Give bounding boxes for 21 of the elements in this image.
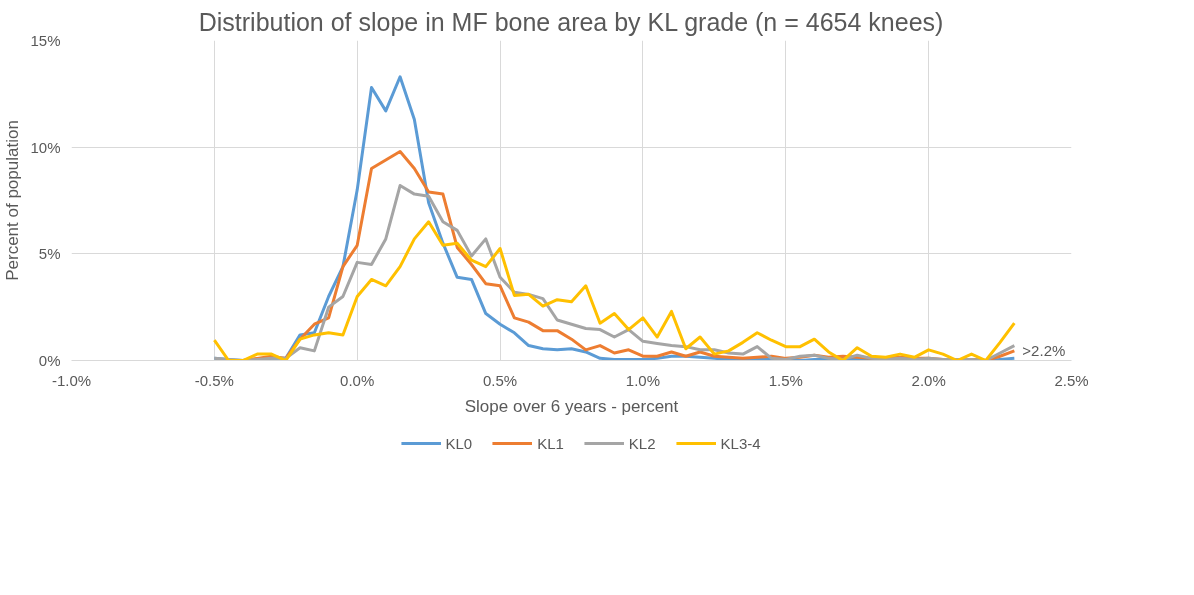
x-tick-label: -0.5%	[194, 371, 234, 389]
legend-label: KL1	[537, 434, 564, 452]
y-tick-label: 0%	[38, 352, 61, 369]
y-tick-label: 5%	[38, 245, 61, 263]
line-series	[212, 220, 1016, 361]
x-tick-label: -1.0%	[51, 371, 92, 389]
legend-label: KL0	[445, 434, 473, 452]
y-axis-title: Percent of population	[3, 120, 23, 281]
x-axis-title: Slope over 6 years - percent	[464, 396, 679, 416]
x-tick-label: 1.5%	[768, 371, 803, 389]
legend-label: KL2	[628, 434, 656, 452]
chart-title: Distribution of slope in MF bone area by KL grade (n = 4654 knees)	[198, 7, 944, 36]
x-tick-label: 0.0%	[340, 371, 375, 389]
x-tick-label: 1.0%	[625, 371, 661, 389]
x-tick-label: 2.0%	[911, 371, 946, 389]
y-tick-label: 15%	[30, 32, 61, 49]
y-tick-label: 10%	[30, 138, 61, 156]
x-tick-label: 2.5%	[1054, 371, 1089, 389]
legend-label: KL3-4	[720, 434, 761, 452]
annotation: >2.2%	[1022, 341, 1066, 359]
x-tick-label: 0.5%	[482, 371, 518, 389]
